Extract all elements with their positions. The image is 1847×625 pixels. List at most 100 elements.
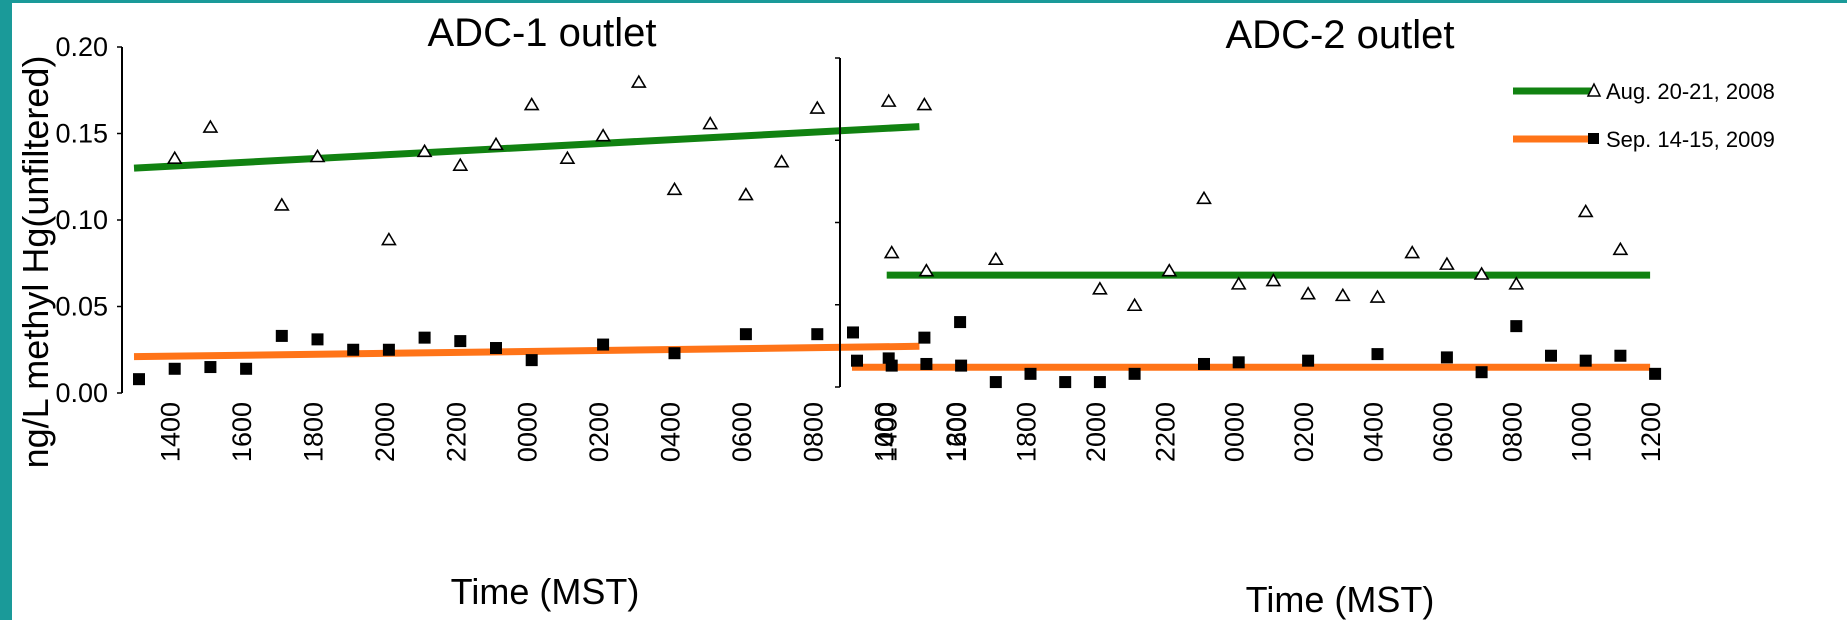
data-point [452, 157, 469, 171]
x-tick-label: 1000 [1567, 402, 1597, 462]
data-point [523, 97, 540, 111]
data-point [737, 186, 754, 201]
data-point [1614, 349, 1627, 362]
panel-1: 0.00 0.05 0.10 0.15 0.20 1400 1600 1800 2000 2200… [55, 32, 971, 462]
data-point [883, 245, 900, 259]
data-point [416, 143, 433, 158]
data-point [1404, 245, 1421, 259]
x-axis-title-1: Time (MST) [451, 571, 640, 612]
data-point [168, 362, 181, 375]
x-tick-label: 1600 [942, 402, 972, 462]
data-point [989, 376, 1002, 389]
data-point [1198, 357, 1210, 370]
data-point [1196, 190, 1212, 205]
data-point [1091, 281, 1108, 295]
x-tick-label: 0400 [1359, 402, 1389, 462]
data-point [240, 362, 253, 375]
data-point [595, 128, 612, 142]
legend-marker [1588, 133, 1599, 144]
x-axis-title-2: Time (MST) [1246, 579, 1435, 620]
data-point [1475, 366, 1488, 379]
data-point [166, 150, 183, 165]
panel-2: 1400 1600 1800 2000 2200 0000 0200 0400 0600 0800… [835, 57, 1666, 462]
x-tick-label: 1400 [156, 402, 186, 462]
x-tick-label: 1800 [1012, 402, 1042, 462]
x-tick-label: 0600 [1428, 402, 1458, 462]
data-point [1649, 367, 1662, 380]
data-point [668, 347, 681, 360]
data-point [1128, 367, 1141, 380]
legend-label: Aug. 20-21, 2008 [1606, 79, 1775, 104]
data-point [1508, 276, 1525, 290]
x-tick-label: 2000 [370, 402, 400, 462]
data-point [133, 373, 145, 386]
data-point [1510, 320, 1523, 333]
data-point [1126, 297, 1143, 312]
data-point [273, 197, 290, 211]
data-point [630, 74, 647, 88]
x-tick-label: 0800 [1497, 402, 1527, 462]
data-point [920, 357, 933, 370]
x-tick-label: 0200 [584, 402, 614, 462]
data-point [525, 354, 538, 367]
chart-title-2: ADC-2 outlet [1226, 13, 1455, 57]
data-point [559, 150, 576, 165]
data-point [885, 359, 898, 372]
x-tick-label: 2000 [1081, 402, 1111, 462]
data-point [1230, 276, 1247, 290]
x-tick-label: 2200 [1150, 402, 1180, 462]
data-point [1161, 263, 1178, 277]
data-point [275, 329, 288, 342]
trend-line [133, 342, 920, 361]
data-point [1059, 376, 1072, 389]
data-point [918, 263, 935, 277]
trend-line [133, 123, 920, 172]
x-tick-label: 0000 [513, 402, 543, 462]
x-tick-label: 0800 [798, 402, 828, 462]
legend-label: Sep. 14-15, 2009 [1606, 127, 1775, 152]
data-point [597, 338, 610, 351]
data-point [739, 328, 752, 341]
data-point [382, 343, 395, 356]
data-point [851, 354, 863, 367]
data-point [380, 231, 397, 246]
data-point [811, 328, 824, 341]
data-point [1334, 287, 1351, 302]
data-point [1369, 289, 1386, 303]
data-point [1473, 266, 1490, 280]
data-point [666, 181, 683, 196]
data-point [309, 148, 326, 163]
x-tick-label: 0000 [1220, 402, 1250, 462]
data-point [1232, 356, 1245, 369]
data-point [202, 119, 219, 133]
data-point [847, 326, 859, 339]
data-point [916, 97, 933, 111]
x-tick-label: 1200 [1636, 402, 1666, 462]
legend: Aug. 20-21, 2008 Sep. 14-15, 2009 [1513, 79, 1775, 152]
data-point [809, 100, 826, 114]
y-tick-label: 0.20 [55, 32, 108, 62]
data-point [490, 342, 502, 355]
data-point [488, 136, 504, 151]
x-tick-label: 1200 [941, 402, 971, 462]
x-tick-label: 1600 [227, 402, 257, 462]
data-point [1300, 286, 1317, 300]
data-point [1440, 351, 1453, 364]
data-point [1093, 376, 1106, 389]
chart-title-1: ADC-1 outlet [428, 11, 657, 55]
x-tick-label: 0600 [727, 402, 757, 462]
y-tick-label: 0.10 [55, 205, 108, 235]
y-axis-title: ng/L methyl Hg(unfiltered) [15, 56, 56, 469]
x-tick-label: 1000 [870, 402, 900, 462]
data-point [1024, 367, 1037, 380]
data-point [1302, 354, 1315, 367]
y-tick-label: 0.05 [55, 292, 108, 322]
data-point [955, 359, 968, 372]
x-tick-label: 0400 [656, 402, 686, 462]
x-tick-label: 1800 [299, 402, 329, 462]
data-point [347, 343, 360, 356]
data-point [954, 316, 967, 329]
x-tick-label: 1400 [873, 402, 903, 462]
